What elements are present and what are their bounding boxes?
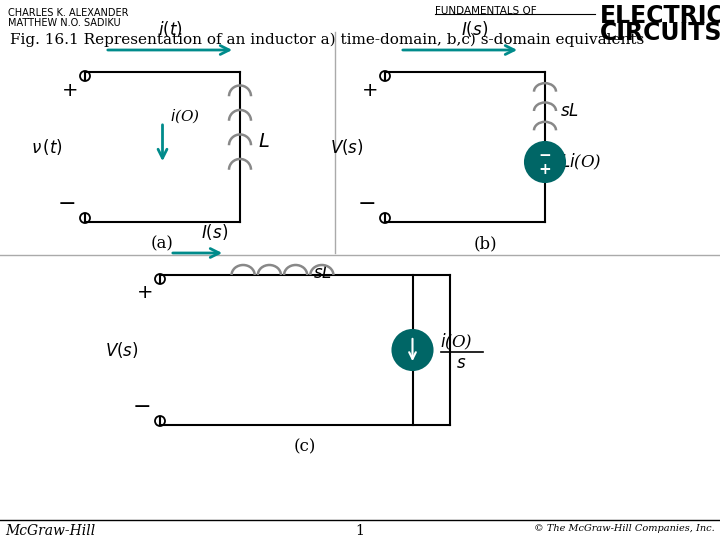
Text: (c): (c) <box>294 438 316 456</box>
Text: $L$: $L$ <box>258 133 270 151</box>
Circle shape <box>392 330 433 370</box>
Text: CHARLES K. ALEXANDER: CHARLES K. ALEXANDER <box>8 8 128 18</box>
Text: −: − <box>58 194 76 214</box>
Text: −: − <box>539 147 552 163</box>
Text: 1: 1 <box>356 524 364 538</box>
Text: $sL$: $sL$ <box>313 265 332 281</box>
Text: −: − <box>132 397 151 417</box>
Text: $i$(O): $i$(O) <box>441 332 473 352</box>
Text: $s$: $s$ <box>456 355 467 373</box>
Text: +: + <box>62 80 78 99</box>
Text: CIRCUITS: CIRCUITS <box>600 21 720 45</box>
Text: © The McGraw-Hill Companies, Inc.: © The McGraw-Hill Companies, Inc. <box>534 524 715 533</box>
Text: $\nu\,(t)$: $\nu\,(t)$ <box>31 137 63 157</box>
Text: $V(s)$: $V(s)$ <box>330 137 364 157</box>
Text: FUNDAMENTALS OF: FUNDAMENTALS OF <box>435 6 536 16</box>
Text: $sL$: $sL$ <box>560 103 579 119</box>
Text: $I(s)$: $I(s)$ <box>202 222 228 242</box>
Text: +: + <box>361 80 378 99</box>
Text: (a): (a) <box>151 235 174 253</box>
Text: ELECTRIC: ELECTRIC <box>600 4 720 28</box>
Text: $I(s)$: $I(s)$ <box>462 19 489 39</box>
Text: McGraw-Hill: McGraw-Hill <box>5 524 95 538</box>
Text: −: − <box>358 194 377 214</box>
Text: $i$(O): $i$(O) <box>171 107 200 125</box>
Text: $Li$(O): $Li$(O) <box>560 152 602 172</box>
Text: $V(s)$: $V(s)$ <box>105 340 139 360</box>
Text: MATTHEW N.O. SADIKU: MATTHEW N.O. SADIKU <box>8 18 121 28</box>
Text: +: + <box>137 284 153 302</box>
Circle shape <box>525 142 565 182</box>
Text: $i(t)$: $i(t)$ <box>158 19 182 39</box>
Text: Fig. 16.1 Representation of an inductor a) time-domain, b,c) s-domain equivalent: Fig. 16.1 Representation of an inductor … <box>10 33 644 48</box>
Text: (b): (b) <box>473 235 497 253</box>
Text: +: + <box>539 161 552 177</box>
